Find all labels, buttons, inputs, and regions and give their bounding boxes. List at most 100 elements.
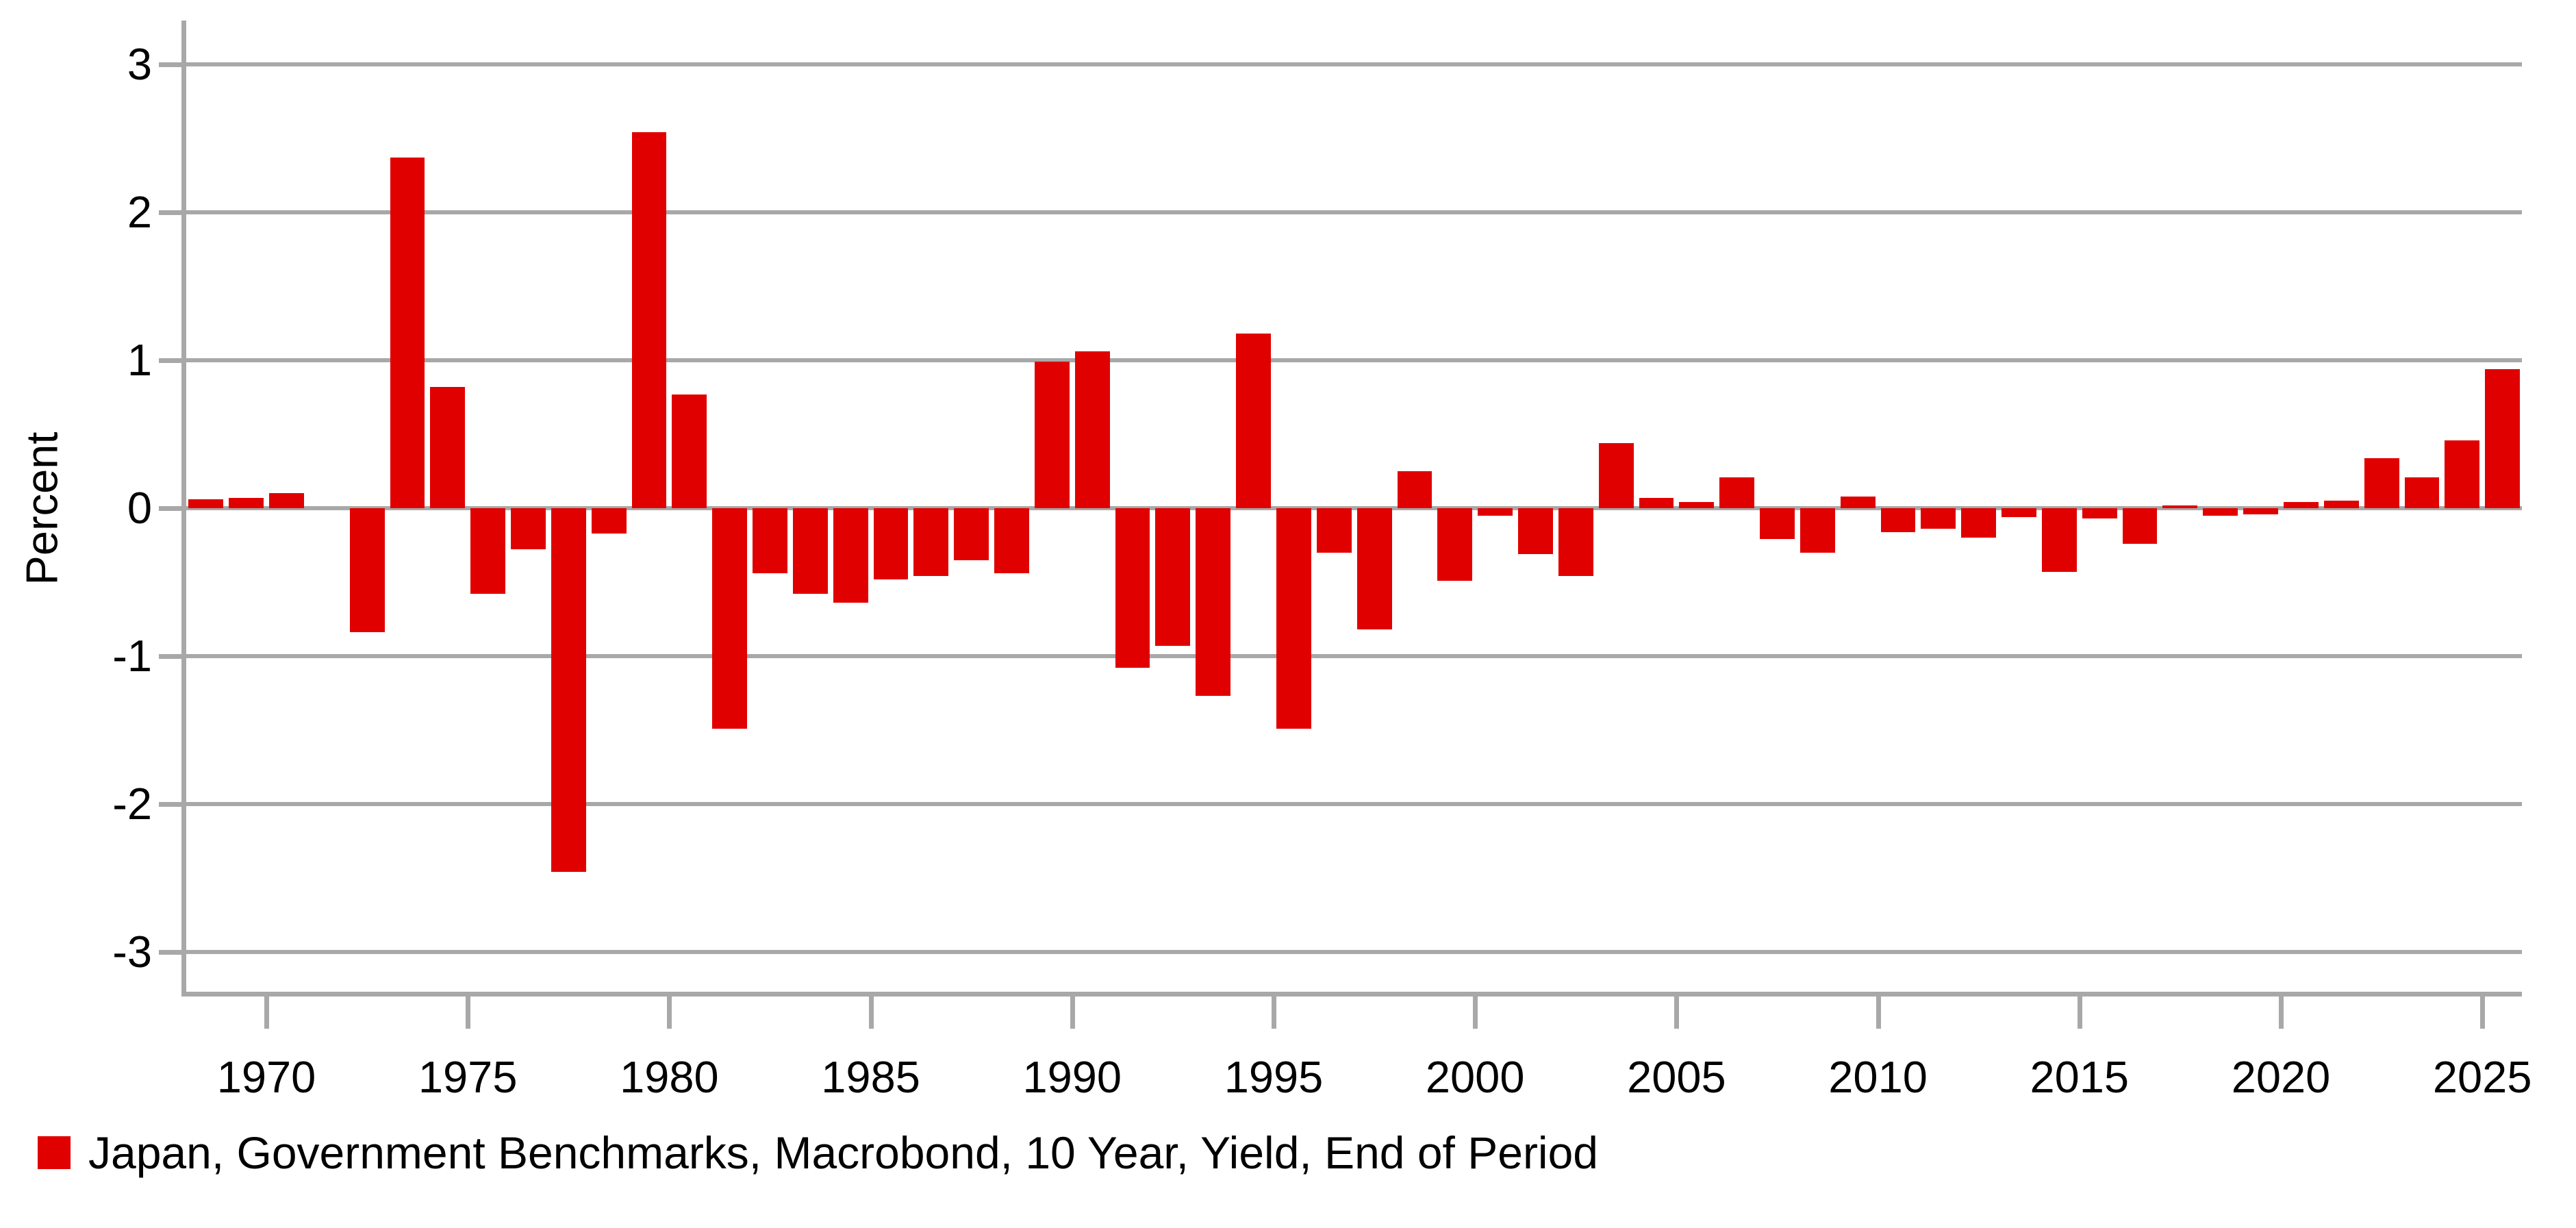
bar-2005 <box>1679 502 1715 508</box>
bar-2007 <box>1760 508 1795 540</box>
y-tick--3 <box>159 950 184 955</box>
bar-2008 <box>1800 508 1835 553</box>
bar-2024 <box>2445 440 2480 508</box>
bar-2003 <box>1598 442 1634 508</box>
bar-1992 <box>1155 508 1191 646</box>
bar-2012 <box>1961 508 1997 538</box>
x-tick-1990 <box>1070 997 1075 1029</box>
gridline--2 <box>186 802 2522 806</box>
bar-1975 <box>470 508 506 594</box>
bar-1991 <box>1115 508 1150 668</box>
bar-2017 <box>2162 505 2198 508</box>
bar-1980 <box>672 394 707 508</box>
x-tick-label-1975: 1975 <box>418 1052 518 1102</box>
y-tick-label--1: -1 <box>112 631 152 681</box>
y-axis-line <box>181 21 186 997</box>
bar-1972 <box>349 508 385 633</box>
bar-2019 <box>2243 508 2278 514</box>
bar-1977 <box>551 508 586 873</box>
bar-2025 <box>2485 368 2521 508</box>
legend: Japan, Government Benchmarks, Macrobond,… <box>38 1129 1598 1177</box>
bar-1990 <box>1074 351 1110 508</box>
y-tick--1 <box>159 654 184 659</box>
bar-2001 <box>1518 508 1553 554</box>
x-tick-label-2010: 2010 <box>1828 1052 1928 1102</box>
x-tick-label-2025: 2025 <box>2432 1052 2532 1102</box>
legend-marker-swatch <box>38 1136 71 1169</box>
x-tick-2020 <box>2279 997 2284 1029</box>
x-tick-label-2015: 2015 <box>2030 1052 2130 1102</box>
bar-2021 <box>2323 501 2359 508</box>
bar-1983 <box>792 508 828 594</box>
x-tick-label-2005: 2005 <box>1627 1052 1726 1102</box>
bar-1974 <box>430 386 466 508</box>
x-tick-label-1970: 1970 <box>216 1052 316 1102</box>
x-tick-2025 <box>2480 997 2486 1029</box>
bar-2016 <box>2122 508 2158 544</box>
bar-1996 <box>1316 508 1352 553</box>
gridline--1 <box>186 654 2522 658</box>
gridline-1 <box>186 358 2522 362</box>
bar-1989 <box>1034 362 1070 508</box>
bar-1988 <box>994 508 1029 574</box>
bar-2000 <box>1478 508 1513 516</box>
y-tick-1 <box>159 358 184 363</box>
x-tick-label-1985: 1985 <box>821 1052 920 1102</box>
x-tick-1975 <box>466 997 471 1029</box>
legend-series-label: Japan, Government Benchmarks, Macrobond,… <box>88 1127 1599 1178</box>
bar-1995 <box>1276 508 1311 729</box>
bar-2018 <box>2203 508 2238 516</box>
y-tick-label--3: -3 <box>112 927 152 977</box>
bar-2015 <box>2082 508 2117 519</box>
bar-1994 <box>1236 334 1271 508</box>
gridline--3 <box>186 950 2522 954</box>
x-tick-1995 <box>1272 997 1276 1029</box>
bar-2002 <box>1558 508 1593 577</box>
bar-1976 <box>511 508 546 550</box>
bar-2022 <box>2364 458 2399 508</box>
bar-1979 <box>631 132 667 508</box>
bar-1993 <box>1196 508 1231 697</box>
y-tick-label--2: -2 <box>112 779 152 829</box>
bar-1968 <box>188 499 224 508</box>
x-tick-label-2000: 2000 <box>1425 1052 1525 1102</box>
y-tick-label-1: 1 <box>127 335 152 385</box>
bar-2020 <box>2284 502 2319 508</box>
x-tick-1980 <box>667 997 672 1029</box>
bar-1970 <box>269 493 304 508</box>
bar-1981 <box>712 508 748 729</box>
y-tick-2 <box>159 210 184 215</box>
x-tick-label-1990: 1990 <box>1022 1052 1122 1102</box>
x-tick-2015 <box>2077 997 2082 1029</box>
y-tick-0 <box>159 506 184 511</box>
x-tick-label-1995: 1995 <box>1224 1052 1324 1102</box>
bar-2011 <box>1921 508 1956 529</box>
x-tick-1985 <box>868 997 874 1029</box>
bar-1987 <box>954 508 989 560</box>
x-tick-1970 <box>264 997 269 1029</box>
x-tick-2005 <box>1674 997 1680 1029</box>
y-tick-3 <box>159 62 184 67</box>
bar-1984 <box>833 508 868 603</box>
bar-2014 <box>2041 508 2077 572</box>
bar-2010 <box>1880 508 1916 532</box>
bar-1999 <box>1437 508 1473 581</box>
x-tick-label-2020: 2020 <box>2231 1052 2331 1102</box>
bar-2004 <box>1639 497 1674 508</box>
y-tick--2 <box>159 802 184 807</box>
bar-1978 <box>591 508 627 534</box>
gridline-0 <box>186 506 2522 510</box>
x-tick-label-1980: 1980 <box>620 1052 719 1102</box>
bar-1998 <box>1397 471 1432 508</box>
bar-2023 <box>2404 477 2440 508</box>
bar-2013 <box>2002 508 2036 517</box>
y-tick-label-2: 2 <box>127 187 152 237</box>
y-tick-label-3: 3 <box>127 39 152 89</box>
bar-1986 <box>913 508 949 577</box>
y-tick-label-0: 0 <box>127 483 152 533</box>
bar-2006 <box>1719 477 1755 508</box>
bar-1982 <box>753 508 787 574</box>
bar-1973 <box>390 158 425 508</box>
gridline-2 <box>186 210 2522 214</box>
